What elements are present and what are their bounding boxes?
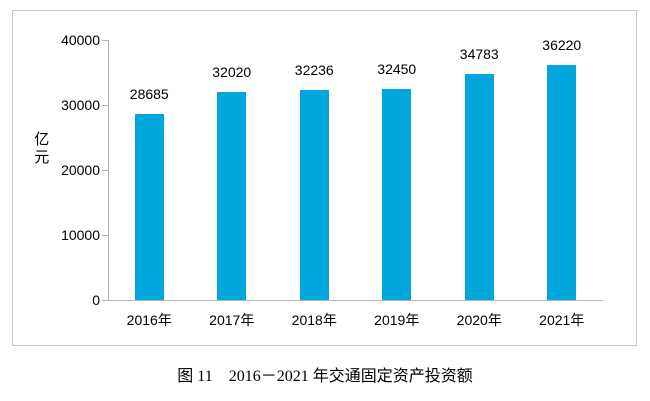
y-tick-mark [102, 300, 108, 301]
bar [217, 91, 247, 300]
y-axis [108, 40, 109, 300]
y-tick-label: 40000 [61, 32, 100, 48]
bar [464, 73, 494, 300]
bar-value-label: 32236 [294, 62, 334, 79]
y-tick-mark [102, 40, 108, 41]
x-tick-label: 2020年 [456, 312, 502, 328]
bar-value-label: 32020 [212, 63, 252, 80]
bar-value-label: 32450 [377, 61, 417, 78]
y-axis-title: 亿元 [32, 131, 50, 167]
x-tick-label: 2016年 [126, 312, 172, 328]
y-tick-mark [102, 235, 108, 236]
y-tick-label: 10000 [61, 227, 100, 243]
x-tick-label: 2019年 [374, 312, 420, 328]
bar [134, 113, 164, 300]
y-tick-label: 30000 [61, 97, 100, 113]
y-tick-mark [102, 105, 108, 106]
x-axis [108, 300, 603, 301]
bar [299, 90, 329, 300]
bar [547, 64, 577, 300]
x-tick-label: 2017年 [209, 312, 255, 328]
y-tick-mark [102, 170, 108, 171]
bar-value-label: 34783 [459, 45, 499, 62]
x-tick-label: 2018年 [291, 312, 337, 328]
bar-value-label: 28685 [129, 85, 169, 102]
y-tick-label: 0 [92, 292, 100, 308]
bar-value-label: 36220 [542, 36, 582, 53]
y-tick-label: 20000 [61, 162, 100, 178]
bar [382, 89, 412, 300]
figure-caption: 图 11 2016－2021 年交通固定资产投资额 [177, 368, 473, 385]
x-tick-label: 2021年 [539, 312, 585, 328]
